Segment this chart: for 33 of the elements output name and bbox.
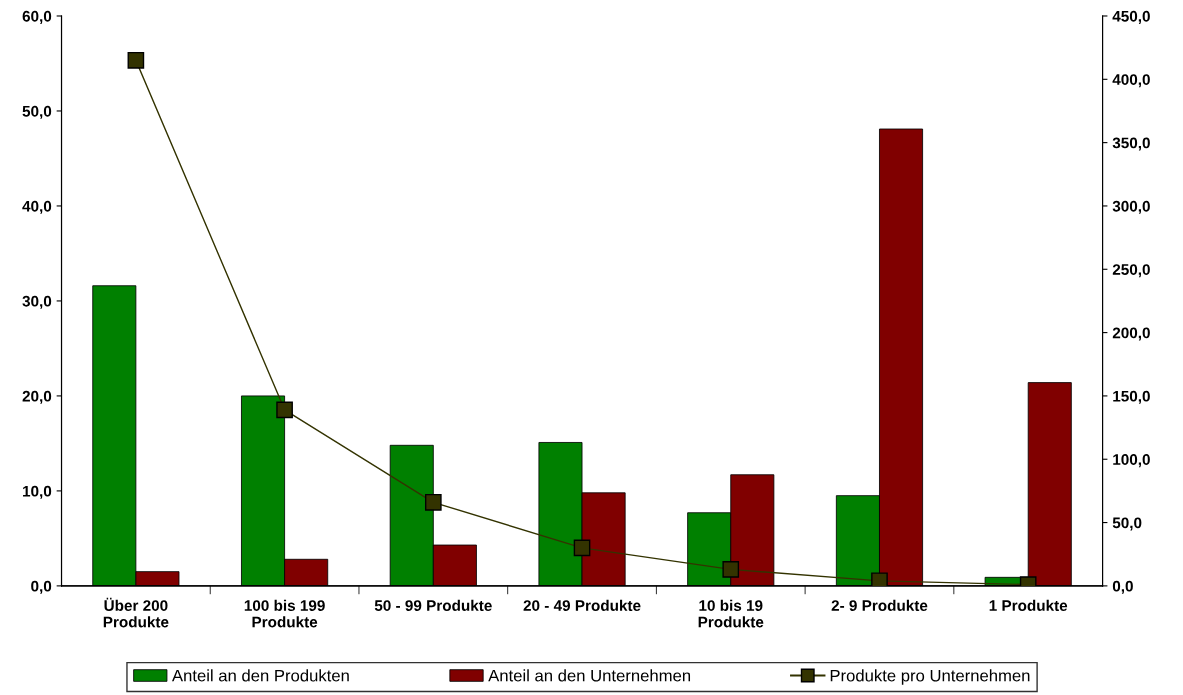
y-tick-label: 40,0 xyxy=(22,200,52,214)
y2-tick-label: 150,0 xyxy=(1113,390,1150,404)
x-tick-label: 100 bis 199 Produkte xyxy=(244,599,325,628)
y2-tick-label: 400,0 xyxy=(1112,74,1150,88)
y-tick-label: 30,0 xyxy=(22,295,52,309)
x-tick-label: 1 Produkte xyxy=(989,599,1068,611)
legend-label: Anteil an den Unternehmen xyxy=(488,669,691,682)
legend-label: Anteil an den Produkten xyxy=(171,669,349,682)
x-tick-label: Über 200 Produkte xyxy=(103,597,169,628)
y2-tick-label: 0,0 xyxy=(1112,580,1133,594)
y2-tick-label: 50,0 xyxy=(1112,517,1142,531)
y2-tick-label: 100,0 xyxy=(1113,454,1150,468)
y2-tick-label: 300,0 xyxy=(1112,200,1150,214)
point xyxy=(424,493,442,511)
point xyxy=(127,51,145,69)
point xyxy=(722,561,740,578)
y2-tick-label: 250,0 xyxy=(1112,264,1150,278)
x-tick-label: 10 bis 19 Produkte xyxy=(698,599,764,628)
point xyxy=(573,539,591,557)
x-tick-label: 50 - 99 Produkte xyxy=(374,599,492,611)
y-tick-label: 60,0 xyxy=(22,10,52,24)
y2-tick-label: 350,0 xyxy=(1112,137,1150,151)
y-tick-label: 20,0 xyxy=(22,390,52,404)
x-tick-label: 20 - 49 Produkte xyxy=(523,599,641,611)
x-tick-label: 2- 9 Produkte xyxy=(831,599,928,611)
y2-tick-label: 450,0 xyxy=(1112,10,1150,24)
y2-tick-label: 200,0 xyxy=(1112,327,1150,341)
y-tick-label: 10,0 xyxy=(23,485,52,499)
point xyxy=(276,401,293,419)
point xyxy=(871,572,888,586)
legend-label: Produkte pro Unternehmen xyxy=(830,669,1030,685)
y-tick-label: 0,0 xyxy=(31,580,52,594)
y-tick-label: 50,0 xyxy=(22,105,52,119)
